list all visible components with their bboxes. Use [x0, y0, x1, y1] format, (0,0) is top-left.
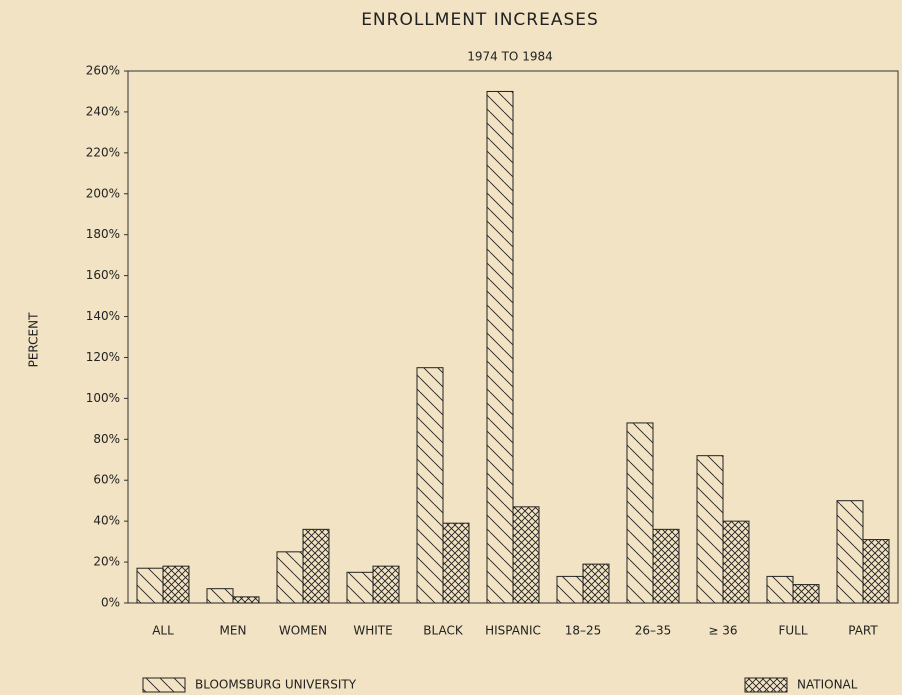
- bar: [792, 584, 820, 604]
- bar: [486, 90, 514, 604]
- legend-swatch: [142, 677, 186, 693]
- bar: [836, 500, 864, 604]
- bar: [372, 565, 400, 604]
- bar: [136, 567, 164, 604]
- bar: [626, 422, 654, 604]
- bar: [722, 520, 750, 604]
- bar: [556, 575, 584, 604]
- y-tick-label: 220%: [86, 145, 120, 159]
- bar: [416, 367, 444, 604]
- y-tick-label: 80%: [93, 432, 120, 446]
- chart-title: ENROLLMENT INCREASES: [361, 10, 599, 30]
- x-tick-label: 26–35: [635, 624, 672, 638]
- x-tick-label: WOMEN: [279, 624, 327, 638]
- x-tick-label: ≥ 36: [708, 624, 737, 638]
- bar: [512, 506, 540, 604]
- y-tick-label: 0%: [101, 596, 120, 610]
- x-tick-label: PART: [848, 624, 878, 638]
- y-tick-label: 180%: [86, 227, 120, 241]
- y-tick-label: 240%: [86, 104, 120, 118]
- y-tick-label: 40%: [93, 514, 120, 528]
- y-tick-label: 140%: [86, 309, 120, 323]
- x-tick-label: ALL: [152, 624, 174, 638]
- legend-label: NATIONAL: [797, 678, 858, 692]
- bar: [696, 455, 724, 604]
- x-tick-label: MEN: [220, 624, 247, 638]
- bar: [232, 596, 260, 604]
- bar: [302, 528, 330, 604]
- x-tick-label: FULL: [778, 624, 807, 638]
- bar: [276, 551, 304, 604]
- bar: [442, 522, 470, 604]
- bar: [206, 588, 234, 604]
- x-tick-label: HISPANIC: [485, 624, 541, 638]
- x-tick-label: WHITE: [353, 624, 392, 638]
- bar: [862, 539, 890, 604]
- x-tick-label: 18–25: [565, 624, 602, 638]
- y-tick-label: 120%: [86, 350, 120, 364]
- y-tick-label: 260%: [86, 64, 120, 78]
- y-tick-label: 20%: [93, 555, 120, 569]
- chart-subtitle: 1974 TO 1984: [467, 50, 552, 64]
- bar: [652, 528, 680, 604]
- bar: [346, 571, 374, 604]
- bar: [162, 565, 190, 604]
- y-axis-label: PERCENT: [27, 312, 41, 367]
- bar: [766, 575, 794, 604]
- y-tick-label: 60%: [93, 473, 120, 487]
- legend-label: BLOOMSBURG UNIVERSITY: [195, 678, 357, 692]
- y-tick-label: 100%: [86, 391, 120, 405]
- bar: [582, 563, 610, 604]
- y-tick-label: 160%: [86, 268, 120, 282]
- legend-swatch: [744, 677, 788, 693]
- y-tick-label: 200%: [86, 186, 120, 200]
- x-tick-label: BLACK: [423, 624, 464, 638]
